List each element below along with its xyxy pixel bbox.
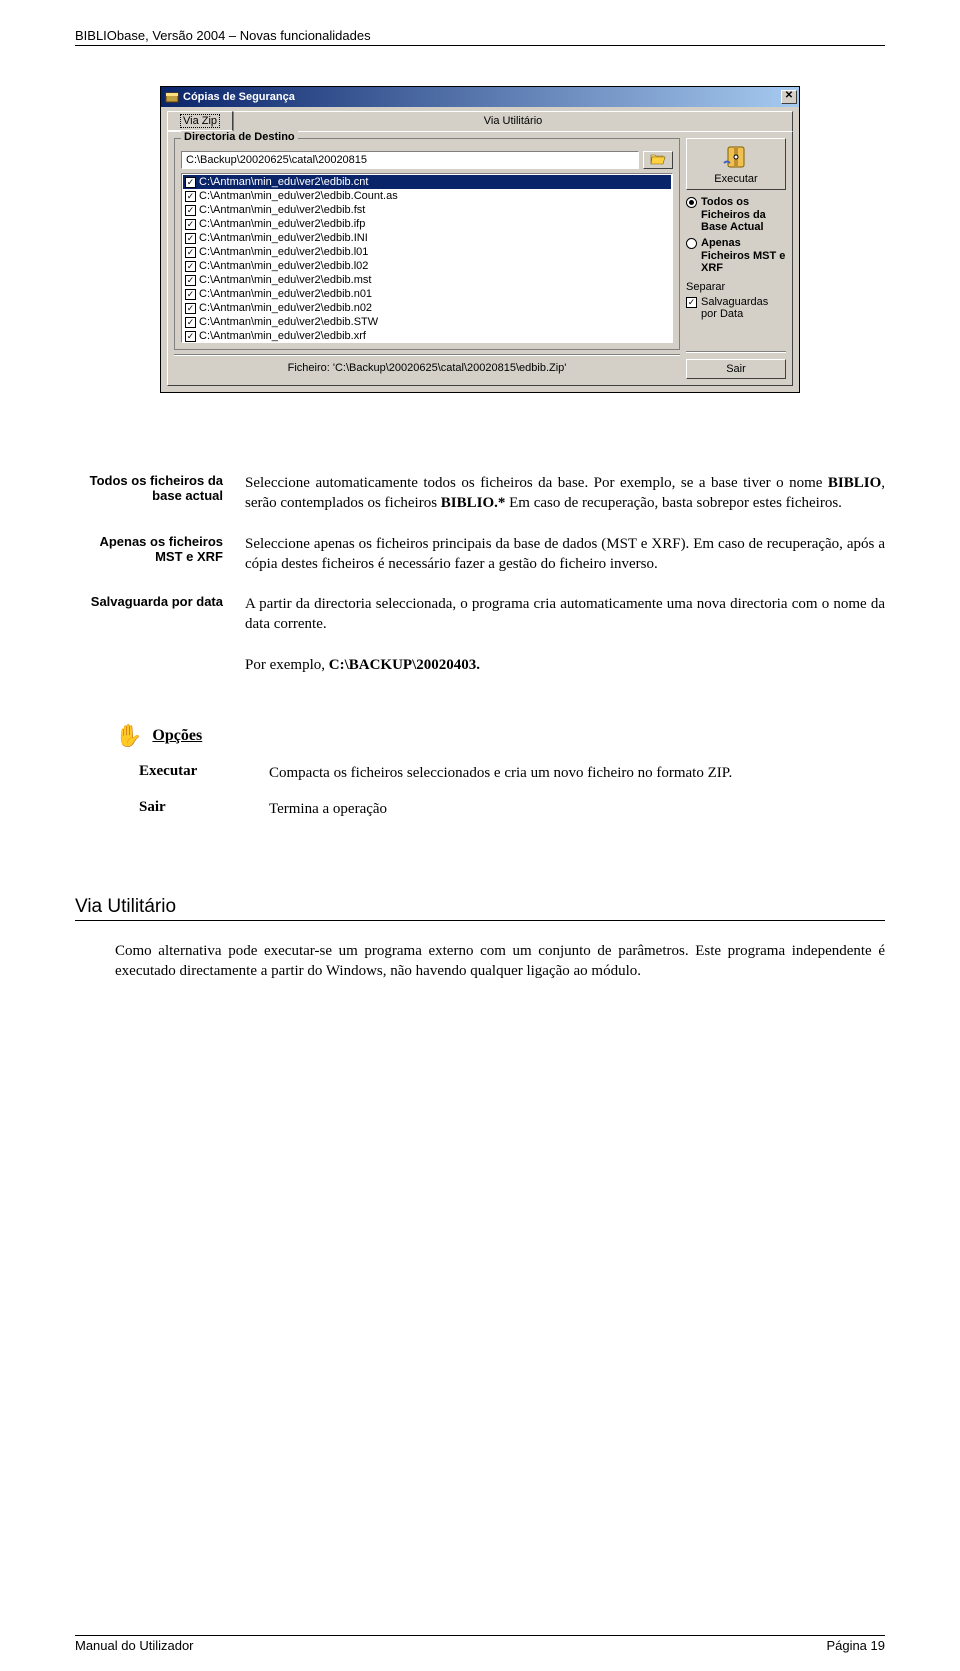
dialog-body: Via Zip Via Utilitário Directoria de Des… xyxy=(161,107,799,392)
tab-panel: Directoria de Destino xyxy=(167,131,793,386)
check-icon: ✓ xyxy=(686,297,697,308)
def-desc: A partir da directoria seleccionada, o p… xyxy=(245,594,885,695)
doc-header: BIBLIObase, Versão 2004 – Novas funciona… xyxy=(75,28,885,46)
def-desc: Seleccione apenas os ficheiros principai… xyxy=(245,534,885,595)
separar-label: Separar xyxy=(686,281,786,293)
check-icon[interactable]: ✓ xyxy=(185,177,196,188)
list-item[interactable]: ✓C:\Antman\min_edu\ver2\edbib.l01 xyxy=(183,245,671,259)
browse-button[interactable] xyxy=(643,151,673,169)
definitions: Todos os ficheiros da base actual Selecc… xyxy=(75,473,885,695)
folder-open-icon xyxy=(650,153,666,168)
doc-footer: Manual do Utilizador Página 19 xyxy=(75,1635,885,1653)
group-legend: Directoria de Destino xyxy=(181,131,298,143)
titlebar-text: Cópias de Segurança xyxy=(183,91,781,103)
file-list[interactable]: ✓C:\Antman\min_edu\ver2\edbib.cnt ✓C:\An… xyxy=(181,173,673,343)
footer-right: Página 19 xyxy=(826,1638,885,1653)
check-icon[interactable]: ✓ xyxy=(185,331,196,342)
backup-dialog: Cópias de Segurança ✕ Via Zip Via Utilit… xyxy=(160,86,800,393)
app-icon xyxy=(165,90,179,104)
def-term: Salvaguarda por data xyxy=(75,594,245,695)
list-item[interactable]: ✓C:\Antman\min_edu\ver2\edbib.mst xyxy=(183,273,671,287)
radio-icon xyxy=(686,197,697,208)
list-item[interactable]: ✓C:\Antman\min_edu\ver2\edbib.n02 xyxy=(183,301,671,315)
opt-desc: Termina a operação xyxy=(269,799,885,835)
def-term: Todos os ficheiros da base actual xyxy=(75,473,245,534)
list-item[interactable]: ✓C:\Antman\min_edu\ver2\edbib.n01 xyxy=(183,287,671,301)
sair-button[interactable]: Sair xyxy=(686,359,786,379)
check-icon[interactable]: ✓ xyxy=(185,289,196,300)
tabs: Via Zip Via Utilitário xyxy=(167,111,793,131)
opt-term: Sair xyxy=(139,799,269,835)
radio-mst-label: Apenas Ficheiros MST e XRF xyxy=(701,237,786,275)
tab-via-utilitario[interactable]: Via Utilitário xyxy=(233,111,793,131)
close-icon[interactable]: ✕ xyxy=(781,90,797,104)
check-icon[interactable]: ✓ xyxy=(185,191,196,202)
list-item[interactable]: ✓C:\Antman\min_edu\ver2\edbib.STW xyxy=(183,315,671,329)
radio-all-files[interactable]: Todos os Ficheiros da Base Actual xyxy=(686,196,786,234)
footer-left: Manual do Utilizador xyxy=(75,1638,194,1653)
opcoes-heading: ✋ Opções xyxy=(115,723,885,749)
checkbox-salvaguardas[interactable]: ✓ Salvaguardas por Data xyxy=(686,296,786,321)
list-item[interactable]: ✓C:\Antman\min_edu\ver2\edbib.l02 xyxy=(183,259,671,273)
def-desc: Seleccione automaticamente todos os fich… xyxy=(245,473,885,534)
tab-via-util-label: Via Utilitário xyxy=(484,115,543,127)
opcoes-table: Executar Compacta os ficheiros seleccion… xyxy=(139,763,885,836)
opt-term: Executar xyxy=(139,763,269,799)
check-icon[interactable]: ✓ xyxy=(185,275,196,286)
check-icon[interactable]: ✓ xyxy=(185,205,196,216)
list-item[interactable]: ✓C:\Antman\min_edu\ver2\edbib.fst xyxy=(183,203,671,217)
status-text: Ficheiro: 'C:\Backup\20020625\catal\2002… xyxy=(174,360,680,376)
zip-icon xyxy=(722,143,750,171)
check-icon[interactable]: ✓ xyxy=(185,261,196,272)
radio-mst-xrf[interactable]: Apenas Ficheiros MST e XRF xyxy=(686,237,786,275)
executar-label: Executar xyxy=(714,173,757,185)
radio-all-label: Todos os Ficheiros da Base Actual xyxy=(701,196,786,234)
check-icon[interactable]: ✓ xyxy=(185,219,196,230)
destino-group: Directoria de Destino xyxy=(174,138,680,350)
tab-via-zip-label: Via Zip xyxy=(180,114,220,128)
section-para: Como alternativa pode executar-se um pro… xyxy=(115,941,885,982)
check-icon[interactable]: ✓ xyxy=(185,317,196,328)
list-item[interactable]: ✓C:\Antman\min_edu\ver2\edbib.INI xyxy=(183,231,671,245)
list-item[interactable]: ✓C:\Antman\min_edu\ver2\edbib.ifp xyxy=(183,217,671,231)
list-item[interactable]: ✓C:\Antman\min_edu\ver2\edbib.cnt xyxy=(183,175,671,189)
section-heading: Via Utilitário xyxy=(75,896,885,921)
def-term: Apenas os ficheiros MST e XRF xyxy=(75,534,245,595)
list-item[interactable]: ✓C:\Antman\min_edu\ver2\edbib.xrf xyxy=(183,329,671,343)
tab-via-zip[interactable]: Via Zip xyxy=(167,111,233,131)
executar-button[interactable]: Executar xyxy=(686,138,786,190)
opt-desc: Compacta os ficheiros seleccionados e cr… xyxy=(269,763,885,799)
check-icon[interactable]: ✓ xyxy=(185,303,196,314)
titlebar: Cópias de Segurança ✕ xyxy=(161,87,799,107)
path-input[interactable] xyxy=(181,151,639,169)
radio-icon xyxy=(686,238,697,249)
checkbox-salv-label: Salvaguardas por Data xyxy=(701,296,786,321)
hand-icon: ✋ xyxy=(115,723,142,749)
list-item[interactable]: ✓C:\Antman\min_edu\ver2\edbib.Count.as xyxy=(183,189,671,203)
check-icon[interactable]: ✓ xyxy=(185,233,196,244)
check-icon[interactable]: ✓ xyxy=(185,247,196,258)
